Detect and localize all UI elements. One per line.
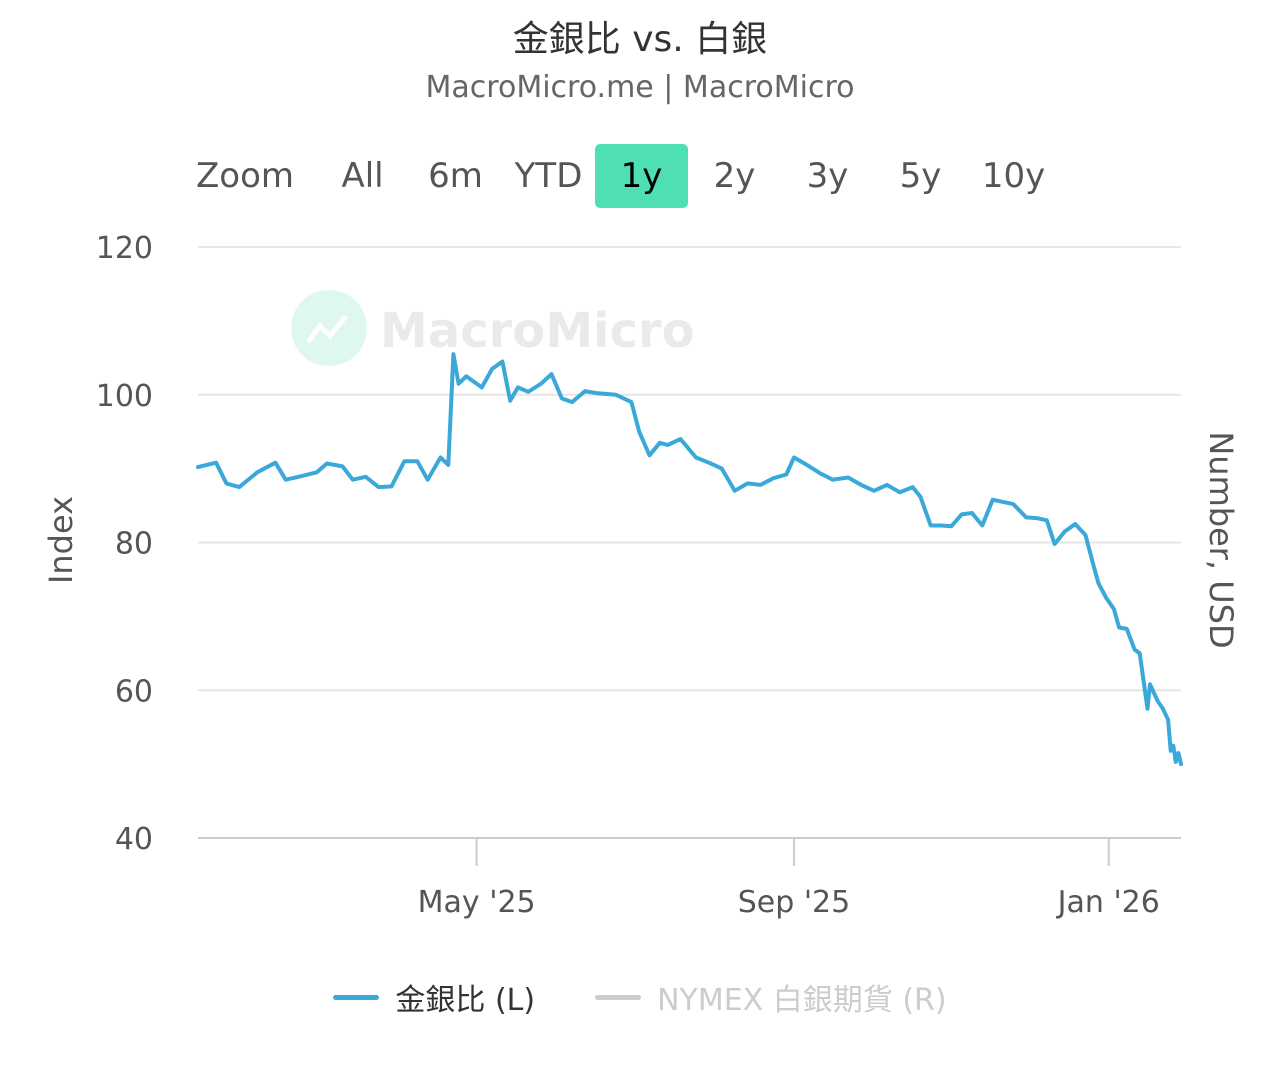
y-tick-label: 120 (96, 231, 153, 266)
range-button-5y[interactable]: 5y (899, 156, 942, 196)
series-line-gold-silver-ratio (196, 352, 1183, 767)
chart-plot: MacroMicro 40 60 80 100 120 May '25 Sep '25 Ja… (42, 231, 1240, 920)
range-button-1y[interactable]: 1y (595, 144, 689, 208)
y-axis-right-label: Number, USD (1202, 431, 1240, 648)
gridlines (198, 246, 1181, 839)
range-button-2y[interactable]: 2y (713, 156, 756, 196)
watermark-logo-mark (306, 314, 348, 344)
series-layer (196, 352, 1183, 767)
zoom-label: Zoom (196, 156, 295, 196)
watermark: MacroMicro (291, 290, 695, 366)
y-tick-label: 60 (115, 674, 153, 709)
x-tick-label: Jan '26 (1056, 885, 1160, 920)
legend-swatch (595, 994, 642, 1000)
x-tick-label: May '25 (418, 885, 536, 920)
legend: 金銀比 (L) NYMEX 白銀期貨 (R) (0, 975, 1280, 1019)
x-axis-ticks: May '25 Sep '25 Jan '26 (418, 838, 1160, 920)
chart-title: 金銀比 vs. 白銀 (512, 19, 768, 60)
range-button-all[interactable]: All (341, 156, 384, 196)
range-button-3y[interactable]: 3y (806, 156, 849, 196)
range-button-6m[interactable]: 6m (428, 156, 483, 196)
y-axis-left-label: Index (42, 496, 80, 584)
range-selector: Zoom All 6m YTD 1y 2y 3y 5y 10y (196, 144, 1060, 208)
watermark-logo-icon (291, 290, 367, 366)
x-tick-label: Sep '25 (738, 885, 851, 920)
legend-label: NYMEX 白銀期貨 (R) (657, 983, 947, 1018)
range-button-ytd[interactable]: YTD (514, 156, 583, 196)
legend-item-nymex-silver[interactable]: NYMEX 白銀期貨 (R) (595, 975, 947, 1019)
legend-label: 金銀比 (L) (395, 983, 536, 1018)
range-button-10y[interactable]: 10y (981, 156, 1046, 196)
y-tick-label: 100 (96, 379, 153, 414)
y-axis-ticks: 40 60 80 100 120 (96, 231, 153, 857)
watermark-text: MacroMicro (380, 303, 695, 359)
legend-swatch (333, 994, 380, 1000)
chart-subtitle: MacroMicro.me | MacroMicro (425, 70, 855, 105)
y-tick-label: 80 (115, 527, 153, 562)
legend-item-gold-silver-ratio[interactable]: 金銀比 (L) (333, 975, 535, 1019)
y-tick-label: 40 (115, 822, 153, 857)
